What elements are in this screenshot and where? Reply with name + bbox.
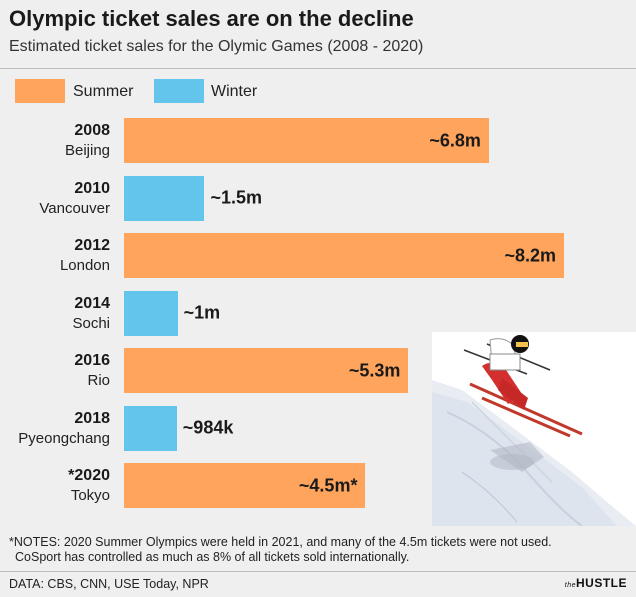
bar-winter: ~1m [124, 290, 220, 336]
chart-title: Olympic ticket sales are on the decline [9, 6, 414, 31]
bar-summer: ~6.8m [124, 118, 489, 163]
brand-logo: theHUSTLE [564, 576, 627, 590]
bar-value-label: ~1.5m [210, 187, 263, 208]
bar-value-label: ~4.5m* [298, 475, 358, 495]
legend-label-winter: Winter [211, 83, 258, 100]
bar-winter: ~1.5m [124, 175, 262, 221]
bar-value-label: ~984k [182, 417, 234, 438]
notes-line-2: CoSport has controlled as much as 8% of … [15, 550, 410, 564]
bar-city-label: Tokyo [70, 487, 110, 504]
bar-value-label: ~6.8m [429, 130, 481, 150]
bar-summer: ~4.5m* [124, 463, 366, 508]
chart-subtitle: Estimated ticket sales for the Olymic Ga… [9, 38, 424, 55]
skier-image [432, 332, 636, 526]
bar-winter: ~984k [124, 405, 233, 451]
legend-swatch-summer [15, 79, 65, 103]
source-text: DATA: CBS, CNN, USE Today, NPR [9, 577, 209, 591]
bar-year-label: 2016 [74, 352, 110, 369]
bar-city-label: Sochi [72, 314, 110, 332]
bar-year-label: *2020 [68, 467, 110, 484]
bar-summer: ~5.3m [124, 348, 409, 393]
bar-year-label: 2012 [74, 237, 110, 254]
bar-value-label: ~1m [183, 302, 221, 323]
bar-city-label: London [59, 257, 110, 274]
bar-summer: ~8.2m [124, 233, 564, 278]
header-divider [0, 68, 636, 69]
bar-year-label: 2018 [74, 409, 110, 427]
legend-swatch-winter [154, 79, 204, 103]
legend-label-summer: Summer [73, 83, 134, 100]
bar-value-label: ~5.3m [348, 360, 401, 380]
bar-city-label: Beijing [64, 142, 110, 159]
notes-line-1: *NOTES: 2020 Summer Olympics were held i… [9, 535, 552, 549]
bar-city-label: Vancouver [39, 199, 110, 217]
bar-city-label: Pyeongchang [18, 429, 110, 447]
bar-city-label: Rio [87, 372, 110, 389]
bar-year-label: 2008 [74, 122, 110, 139]
bar-value-label: ~8.2m [504, 245, 556, 265]
bar-year-label: 2010 [74, 179, 110, 197]
bar-year-label: 2014 [74, 294, 110, 312]
footer-divider [0, 571, 636, 572]
